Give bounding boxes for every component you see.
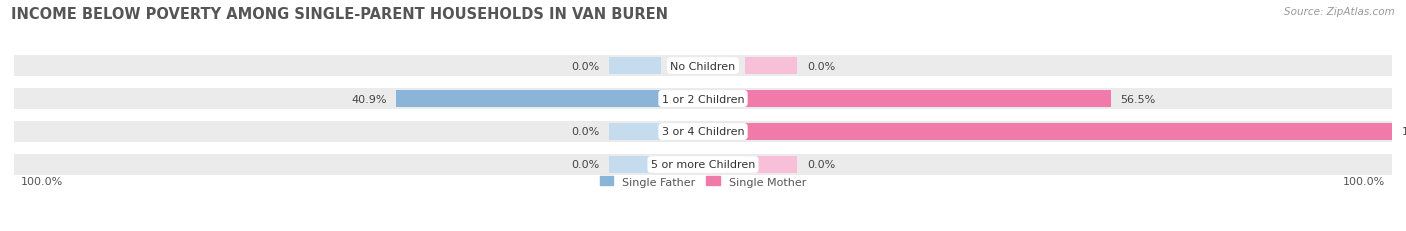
Text: 0.0%: 0.0% <box>571 160 599 170</box>
Bar <box>703 89 1392 109</box>
Bar <box>14 89 703 109</box>
Bar <box>609 156 661 173</box>
Legend: Single Father, Single Mother: Single Father, Single Mother <box>596 172 810 191</box>
Bar <box>609 58 661 75</box>
Bar <box>745 58 797 75</box>
Bar <box>703 155 1392 175</box>
Bar <box>14 155 703 175</box>
Bar <box>396 91 661 108</box>
Text: 0.0%: 0.0% <box>571 61 599 71</box>
Text: 100.0%: 100.0% <box>1402 127 1406 137</box>
Bar <box>745 91 1111 108</box>
Text: 0.0%: 0.0% <box>571 127 599 137</box>
Bar <box>609 123 661 140</box>
Bar <box>703 56 1392 76</box>
Text: 0.0%: 0.0% <box>807 61 835 71</box>
Text: 100.0%: 100.0% <box>1343 176 1385 186</box>
Text: 56.5%: 56.5% <box>1121 94 1156 104</box>
Bar <box>703 122 1392 142</box>
Text: 0.0%: 0.0% <box>807 160 835 170</box>
Text: 1 or 2 Children: 1 or 2 Children <box>662 94 744 104</box>
Text: 5 or more Children: 5 or more Children <box>651 160 755 170</box>
Text: 40.9%: 40.9% <box>352 94 387 104</box>
Bar <box>745 156 797 173</box>
Text: No Children: No Children <box>671 61 735 71</box>
Bar <box>14 122 703 142</box>
Text: 3 or 4 Children: 3 or 4 Children <box>662 127 744 137</box>
Text: INCOME BELOW POVERTY AMONG SINGLE-PARENT HOUSEHOLDS IN VAN BUREN: INCOME BELOW POVERTY AMONG SINGLE-PARENT… <box>11 7 668 22</box>
Text: 100.0%: 100.0% <box>21 176 63 186</box>
Text: Source: ZipAtlas.com: Source: ZipAtlas.com <box>1284 7 1395 17</box>
Bar <box>745 123 1392 140</box>
Bar <box>14 56 703 76</box>
